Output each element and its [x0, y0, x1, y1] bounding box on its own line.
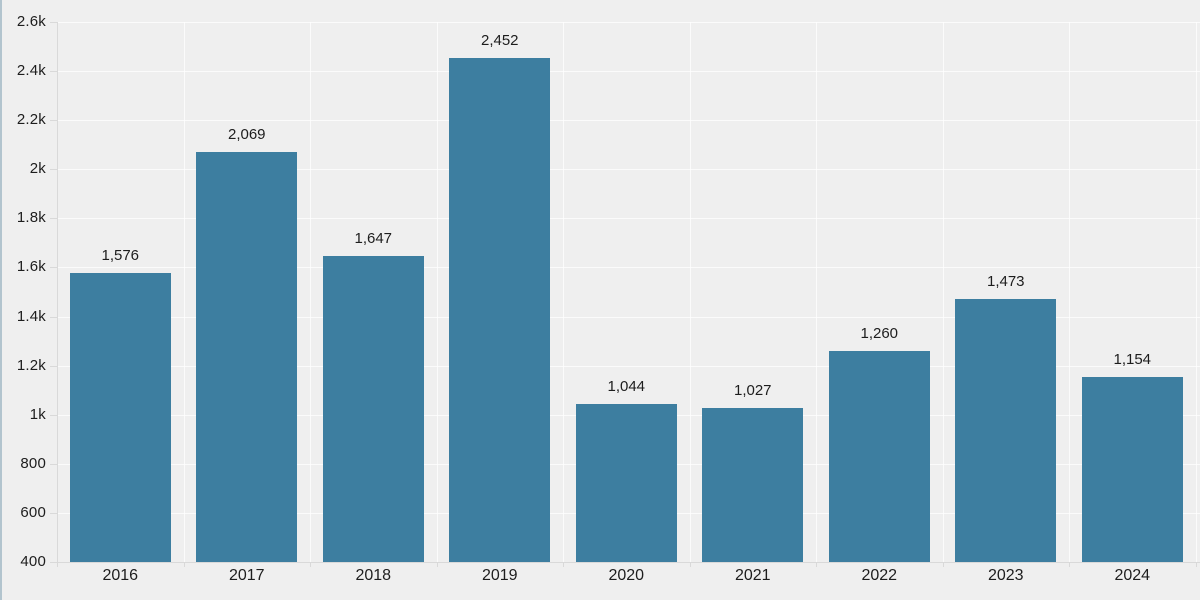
y-tick-2k	[50, 169, 57, 171]
h-gridline-1.4k	[57, 316, 1200, 318]
x-tick-3	[436, 562, 438, 567]
y-tick-label-1k: 1k	[29, 405, 46, 423]
x-tick-label-2020: 2020	[608, 567, 645, 584]
y-tick-800	[50, 463, 57, 465]
bar-value-label-2019: 2,452	[480, 32, 519, 50]
v-gridline-2	[310, 22, 311, 562]
y-tick-2.4k	[50, 71, 57, 73]
x-tick-label-2017: 2017	[228, 567, 265, 584]
x-tick-label-2016: 2016	[102, 567, 139, 584]
y-tick-label-1.2k: 1.2k	[16, 356, 46, 374]
y-tick-label-2.2k: 2.2k	[16, 111, 46, 129]
v-gridline-9	[1195, 22, 1197, 562]
y-tick-2.6k	[50, 22, 57, 23]
bar-2021[interactable]	[702, 408, 804, 562]
x-tick-6	[816, 562, 817, 567]
x-tick-0	[57, 562, 58, 567]
x-tick-9	[1195, 562, 1197, 567]
v-gridline-1	[183, 22, 185, 562]
y-axis-line	[57, 22, 58, 562]
bar-2022[interactable]	[828, 350, 930, 562]
h-gridline-2.2k	[57, 120, 1200, 122]
bar-2017[interactable]	[196, 152, 298, 562]
y-tick-label-1.4k: 1.4k	[16, 307, 46, 325]
bar-2018[interactable]	[322, 255, 424, 562]
x-axis-line	[57, 562, 1200, 563]
y-tick-1.4k	[50, 316, 57, 318]
y-tick-label-2.6k: 2.6k	[16, 13, 46, 30]
h-gridline-2k	[57, 169, 1200, 171]
x-tick-1	[183, 562, 185, 567]
bar-value-label-2018: 1,647	[354, 229, 393, 247]
window-left-border	[0, 0, 2, 600]
bar-2023[interactable]	[955, 298, 1057, 562]
bar-value-label-2020: 1,044	[607, 377, 646, 395]
y-tick-1.2k	[50, 365, 57, 367]
h-gridline-2.6k	[57, 22, 1200, 23]
v-gridline-7	[942, 22, 944, 562]
h-gridline-1.8k	[57, 218, 1200, 220]
x-tick-label-2022: 2022	[861, 567, 898, 584]
y-tick-label-600: 600	[20, 503, 46, 521]
bar-value-label-2017: 2,069	[227, 126, 266, 144]
y-tick-400	[50, 562, 57, 563]
x-tick-label-2023: 2023	[987, 567, 1024, 584]
y-tick-label-400: 400	[20, 553, 46, 570]
bar-value-label-2021: 1,027	[733, 382, 772, 400]
x-tick-4	[563, 562, 564, 567]
v-gridline-8	[1069, 22, 1070, 562]
y-tick-1k	[50, 414, 57, 416]
bar-value-label-2016: 1,576	[101, 247, 140, 265]
v-gridline-5	[689, 22, 691, 562]
bar-2016[interactable]	[69, 273, 171, 562]
bar-2019[interactable]	[449, 58, 551, 562]
y-tick-label-2.4k: 2.4k	[16, 62, 46, 80]
x-tick-label-2021: 2021	[734, 567, 771, 584]
x-tick-7	[942, 562, 944, 567]
x-tick-label-2019: 2019	[481, 567, 518, 584]
x-tick-2	[310, 562, 311, 567]
v-gridline-3	[436, 22, 438, 562]
y-tick-600	[50, 512, 57, 514]
v-gridline-6	[816, 22, 817, 562]
y-tick-2.2k	[50, 120, 57, 122]
bar-value-label-2024: 1,154	[1113, 350, 1152, 368]
h-gridline-2.4k	[57, 71, 1200, 73]
y-tick-label-2k: 2k	[29, 160, 46, 178]
x-tick-label-2018: 2018	[355, 567, 392, 584]
y-tick-label-1.6k: 1.6k	[16, 258, 46, 276]
y-tick-label-1.8k: 1.8k	[16, 209, 46, 227]
bar-2024[interactable]	[1081, 376, 1183, 562]
x-tick-8	[1069, 562, 1070, 567]
bar-value-label-2023: 1,473	[986, 272, 1025, 290]
x-tick-5	[689, 562, 691, 567]
bar-value-label-2022: 1,260	[860, 324, 899, 342]
h-gridline-1.2k	[57, 365, 1200, 367]
y-tick-1.6k	[50, 267, 57, 269]
h-gridline-1.6k	[57, 267, 1200, 269]
x-tick-label-2024: 2024	[1114, 567, 1151, 584]
y-tick-1.8k	[50, 218, 57, 220]
v-gridline-4	[563, 22, 564, 562]
y-tick-label-800: 800	[20, 454, 46, 472]
bar-2020[interactable]	[575, 403, 677, 562]
